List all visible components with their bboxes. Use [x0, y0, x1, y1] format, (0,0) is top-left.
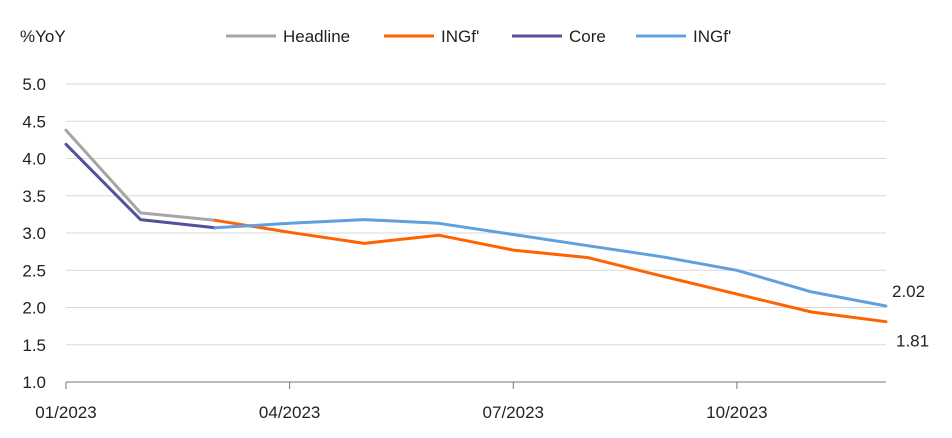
y-tick-label: 4.5 [22, 112, 46, 131]
series-line [213, 218, 888, 324]
x-tick-label: 10/2023 [706, 403, 767, 422]
y-tick-label: 2.5 [22, 261, 46, 280]
legend-label: INGf' [693, 27, 731, 46]
legend-label: Core [569, 27, 606, 46]
series-line [213, 218, 888, 308]
annotations: 2.02 1.81 [892, 282, 929, 351]
y-tick-label: 3.5 [22, 187, 46, 206]
series-lines [64, 128, 888, 324]
legend-label: INGf' [441, 27, 479, 46]
y-tick-label: 5.0 [22, 75, 46, 94]
y-tick-label: 3.0 [22, 224, 46, 243]
legend-label: Headline [283, 27, 350, 46]
x-tick-label: 07/2023 [483, 403, 544, 422]
series-line [64, 128, 217, 222]
data-label: 2.02 [892, 282, 925, 301]
y-tick-label: 1.5 [22, 336, 46, 355]
legend: Headline INGf' Core INGf' [226, 27, 731, 46]
y-tick-label: 1.0 [22, 373, 46, 392]
x-axis: 01/2023 04/2023 07/2023 10/2023 [35, 381, 886, 422]
data-label: 1.81 [896, 332, 929, 351]
y-axis: 1.0 1.5 2.0 2.5 3.0 3.5 4.0 4.5 5.0 [22, 75, 46, 392]
x-tick-label: 04/2023 [259, 403, 320, 422]
gridlines [66, 83, 886, 346]
series-line [64, 142, 217, 230]
x-tick-label: 01/2023 [35, 403, 96, 422]
y-tick-label: 2.0 [22, 299, 46, 318]
y-axis-label: %YoY [20, 27, 66, 46]
y-tick-label: 4.0 [22, 150, 46, 169]
